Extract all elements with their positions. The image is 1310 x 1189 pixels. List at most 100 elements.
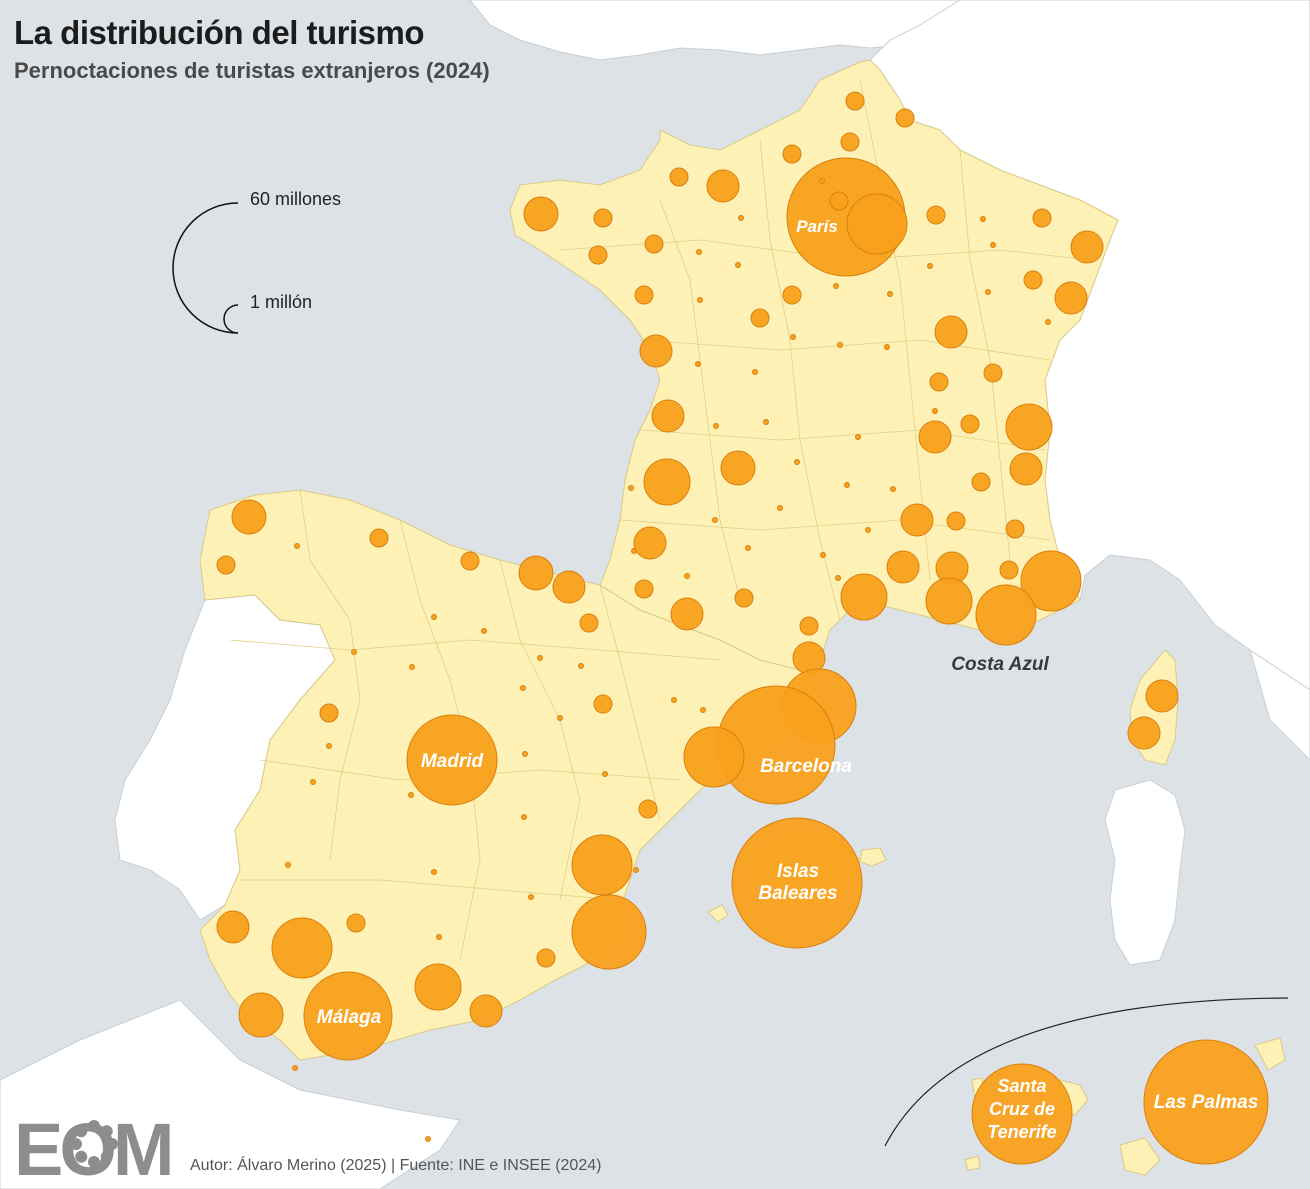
tourism-bubble xyxy=(319,703,339,723)
tourism-bubble-small xyxy=(326,743,332,749)
tourism-bubble-small xyxy=(671,697,677,703)
tourism-bubble xyxy=(369,528,389,548)
legend-max-label: 60 millones xyxy=(250,189,342,209)
tourism-bubble-small xyxy=(431,614,437,620)
tourism-bubble xyxy=(706,169,740,203)
italy-land xyxy=(1249,648,1310,761)
tourism-bubble xyxy=(639,334,673,368)
tourism-bubble xyxy=(846,193,908,255)
tourism-bubble-small xyxy=(790,334,796,340)
label-tenerife-line2: Cruz de xyxy=(989,1099,1055,1119)
label-malaga: Málaga xyxy=(317,1007,382,1028)
tourism-bubble xyxy=(1143,1039,1269,1165)
logo-dot xyxy=(100,1125,113,1138)
tourism-bubble xyxy=(633,526,667,560)
tourism-bubble xyxy=(634,285,654,305)
legend-arc-small xyxy=(223,304,239,334)
gomera-land xyxy=(964,1155,981,1171)
tourism-bubble-small xyxy=(844,482,850,488)
tourism-bubble-small xyxy=(684,573,690,579)
tourism-bubble xyxy=(231,499,267,535)
tourism-bubble xyxy=(683,726,745,788)
tourism-bubble-small xyxy=(431,869,437,875)
tourism-bubble xyxy=(1005,519,1025,539)
tourism-bubble xyxy=(1020,550,1082,612)
tourism-bubble-small xyxy=(887,291,893,297)
label-barcelona: Barcelona xyxy=(760,756,852,777)
tourism-bubble xyxy=(1070,230,1104,264)
tourism-bubble xyxy=(799,616,819,636)
tourism-bubble xyxy=(518,555,554,591)
tourism-bubble-small xyxy=(835,575,841,581)
tourism-bubble-small xyxy=(633,867,639,873)
tourism-bubble-small xyxy=(292,1065,298,1071)
tourism-bubble-small xyxy=(927,263,933,269)
tourism-bubble xyxy=(414,963,462,1011)
tourism-bubble xyxy=(1005,403,1053,451)
tourism-bubble xyxy=(895,108,915,128)
tourism-bubble-small xyxy=(436,934,442,940)
tourism-bubble xyxy=(1054,281,1088,315)
eom-logo-text: EOM xyxy=(14,1108,171,1189)
tourism-bubble xyxy=(782,285,802,305)
label-costa-azul: Costa Azul xyxy=(951,654,1049,675)
tourism-bubble xyxy=(643,458,691,506)
tourism-bubble xyxy=(571,894,647,970)
tourism-bubble xyxy=(216,555,236,575)
source-credit: Autor: Álvaro Merino (2025) | Fuente: IN… xyxy=(190,1157,602,1174)
tourism-bubble xyxy=(734,588,754,608)
tourism-bubble xyxy=(1145,679,1179,713)
tourism-bubble xyxy=(593,208,613,228)
tourism-bubble xyxy=(593,694,613,714)
tourism-bubble-small xyxy=(985,289,991,295)
tourism-bubble xyxy=(346,913,366,933)
tourism-bubble-small xyxy=(631,548,637,554)
logo-dot xyxy=(75,1150,88,1163)
tourism-bubble-small xyxy=(777,505,783,511)
tourism-bubble xyxy=(983,363,1003,383)
tourism-bubble-small xyxy=(833,283,839,289)
tourism-bubble xyxy=(782,144,802,164)
tourism-bubble xyxy=(216,910,250,944)
tourism-bubble-small xyxy=(865,527,871,533)
tourism-bubble xyxy=(845,91,865,111)
tourism-bubble xyxy=(579,613,599,633)
legend-min-label: 1 millón xyxy=(250,292,313,312)
tourism-bubble xyxy=(651,399,685,433)
tourism-bubble-small xyxy=(578,663,584,669)
tourism-bubble xyxy=(406,714,498,806)
tourism-bubble-small xyxy=(520,685,526,691)
sardinia-land xyxy=(1104,779,1186,966)
logo-dot xyxy=(100,1150,113,1163)
tourism-bubble xyxy=(975,584,1037,646)
tourism-bubble xyxy=(588,245,608,265)
tourism-bubble xyxy=(1032,208,1052,228)
logo-dot xyxy=(88,1156,100,1168)
tourism-bubble-small xyxy=(351,649,357,655)
tourism-bubble-small xyxy=(697,297,703,303)
tourism-bubble-small xyxy=(855,434,861,440)
eom-logo: EOM xyxy=(14,1108,175,1189)
tourism-bubble-small xyxy=(481,628,487,634)
label-tenerife-line1: Santa xyxy=(997,1076,1046,1096)
tourism-bubble-small xyxy=(310,779,316,785)
label-baleares-line2: Baleares xyxy=(758,883,837,904)
tourism-bubble xyxy=(523,196,559,232)
tourism-bubble-small xyxy=(294,543,300,549)
tourism-bubble xyxy=(1023,270,1043,290)
tourism-bubble xyxy=(634,579,654,599)
tourism-bubble-small xyxy=(990,242,996,248)
tourism-bubble xyxy=(469,994,503,1028)
tourism-bubble-small xyxy=(696,249,702,255)
logo-dot xyxy=(106,1138,118,1150)
tourism-bubble-small xyxy=(763,419,769,425)
ibiza-land xyxy=(707,904,729,923)
gran-canaria-land xyxy=(1119,1137,1161,1176)
size-legend xyxy=(172,202,239,334)
tourism-bubble xyxy=(571,834,633,896)
tourism-bubble xyxy=(946,511,966,531)
tourism-bubble-small xyxy=(408,792,414,798)
tourism-bubble-small xyxy=(932,408,938,414)
tourism-bubble-small xyxy=(738,215,744,221)
